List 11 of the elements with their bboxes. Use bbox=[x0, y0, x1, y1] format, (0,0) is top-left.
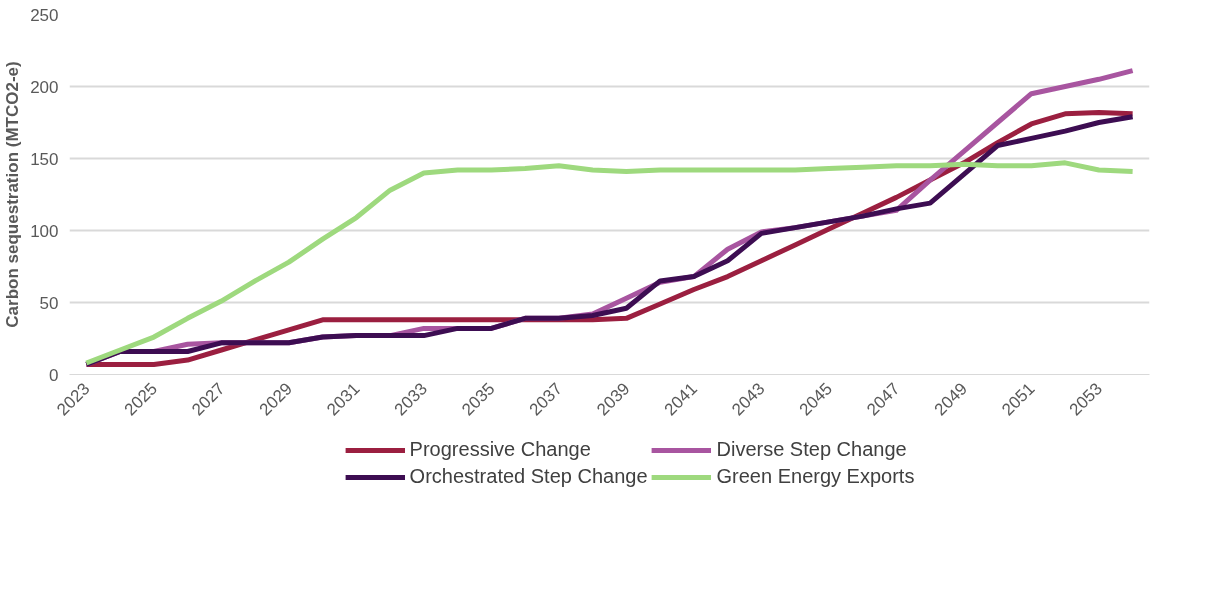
y-tick-label: 50 bbox=[39, 293, 59, 313]
legend-label: Green Energy Exports bbox=[716, 465, 915, 488]
legend-label: Orchestrated Step Change bbox=[409, 465, 648, 488]
y-tick-label: 150 bbox=[30, 149, 59, 169]
y-tick-label: 100 bbox=[30, 221, 59, 241]
y-tick-label: 200 bbox=[30, 77, 59, 97]
y-axis-title: Carbon sequestration (MTCO2-e) bbox=[3, 61, 23, 328]
legend-label: Progressive Change bbox=[409, 438, 591, 461]
legend-label: Diverse Step Change bbox=[716, 438, 907, 461]
y-tick-label: 250 bbox=[30, 5, 59, 25]
y-tick-label: 0 bbox=[49, 365, 59, 385]
